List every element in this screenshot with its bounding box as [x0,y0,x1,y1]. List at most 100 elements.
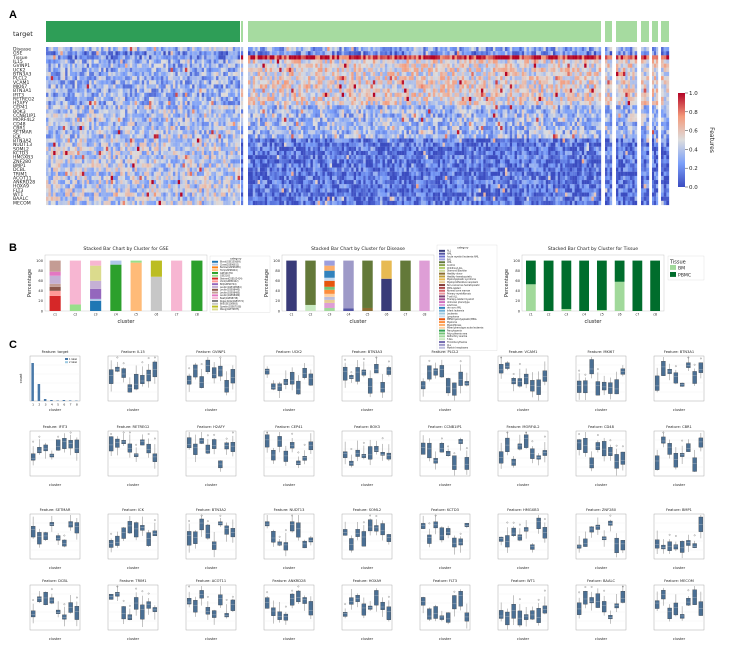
heatmap-cell [65,150,68,156]
heatmap-cell [216,88,219,93]
heatmap-cell [341,200,345,206]
heatmap-cell [69,196,73,201]
heatmap-cell [360,80,364,85]
heatmap-cell [132,59,135,64]
heatmap-cell [216,126,219,131]
heatmap-cell [163,155,166,160]
heatmap-cell [81,88,85,93]
heatmap-cell [146,101,150,106]
heatmap-cell [358,47,362,52]
heatmap-cell [288,138,292,143]
heatmap-cell [117,171,121,176]
heatmap-cell [156,171,159,176]
heatmap-cell [74,113,78,118]
heatmap-cell [113,67,116,73]
heatmap-cell [272,121,275,127]
heatmap-cell [255,163,258,168]
heatmap-cell [177,96,181,102]
heatmap-cell [216,84,219,89]
heatmap-cell [206,188,210,193]
heatmap-cell [296,159,299,164]
heatmap-cell [53,117,56,122]
heatmap-cell [72,126,75,131]
heatmap-cell [336,121,340,127]
heatmap-cell [237,92,241,97]
heatmap-cell [182,163,186,168]
heatmap-cell [115,175,119,181]
heatmap-cell [148,126,152,131]
heatmap-cell [93,109,97,114]
heatmap-cell [353,51,357,56]
heatmap-cell [296,76,299,81]
heatmap-cell [293,51,297,56]
heatmap-cell [360,142,364,147]
heatmap-cell [324,192,328,197]
heatmap-cell [235,109,238,114]
heatmap-cell [322,96,325,102]
heatmap-cell [204,84,207,89]
heatmap-cell [196,105,200,110]
heatmap-cell [122,196,126,201]
heatmap-cell [228,167,231,172]
heatmap-cell [172,117,176,122]
heatmap-cell [103,71,107,77]
heatmap-cell [341,51,345,56]
heatmap-cell [310,171,313,176]
heatmap-cell [264,171,268,176]
heatmap-cell [351,188,354,193]
heatmap-cell [50,184,54,189]
heatmap-cell [153,126,157,131]
heatmap-cell [298,84,301,89]
heatmap-cell [53,138,56,143]
heatmap-cell [60,171,63,176]
heatmap-cell [296,134,299,139]
heatmap-cell [55,192,59,197]
heatmap-cell [79,134,83,139]
heatmap-cell [276,155,280,160]
heatmap-cell [228,130,231,135]
heatmap-cell [46,171,49,176]
heatmap-cell [113,80,116,85]
heatmap-cell [98,192,102,197]
heatmap-cell [199,51,202,56]
heatmap-cell [336,71,340,77]
heatmap-cell [308,51,311,56]
heatmap-cell [98,101,102,106]
heatmap-cell [196,159,200,164]
heatmap-cell [67,142,71,147]
heatmap-cell [93,155,97,160]
heatmap-cell [225,138,229,143]
heatmap-cell [223,71,226,77]
heatmap-cell [144,134,147,139]
heatmap-cell [356,71,359,77]
heatmap-cell [108,163,111,168]
heatmap-cell [296,117,299,122]
heatmap-cell [192,192,195,197]
heatmap-cell [298,138,301,143]
heatmap-cell [346,171,350,176]
heatmap-cell [296,63,299,68]
heatmap-cell [284,92,287,97]
heatmap-cell [137,138,140,143]
heatmap-cell [160,71,164,77]
heatmap-cell [348,167,352,172]
heatmap-cell [204,130,207,135]
heatmap-cell [46,180,49,185]
heatmap-cell [139,55,142,60]
heatmap-cell [353,84,357,89]
heatmap-cell [110,138,114,143]
heatmap-cell [168,47,171,52]
heatmap-cell [223,155,226,160]
heatmap-cell [48,184,51,189]
heatmap-cell [230,175,233,181]
heatmap-cell [81,113,85,118]
heatmap-cell [81,101,85,106]
heatmap-cell [122,192,126,197]
heatmap-cell [329,80,333,85]
heatmap-cell [50,92,54,97]
heatmap-cell [225,142,229,147]
heatmap-cell [223,159,226,164]
heatmap-cell [46,175,49,181]
heatmap-cell [81,51,85,56]
heatmap-cell [91,163,95,168]
